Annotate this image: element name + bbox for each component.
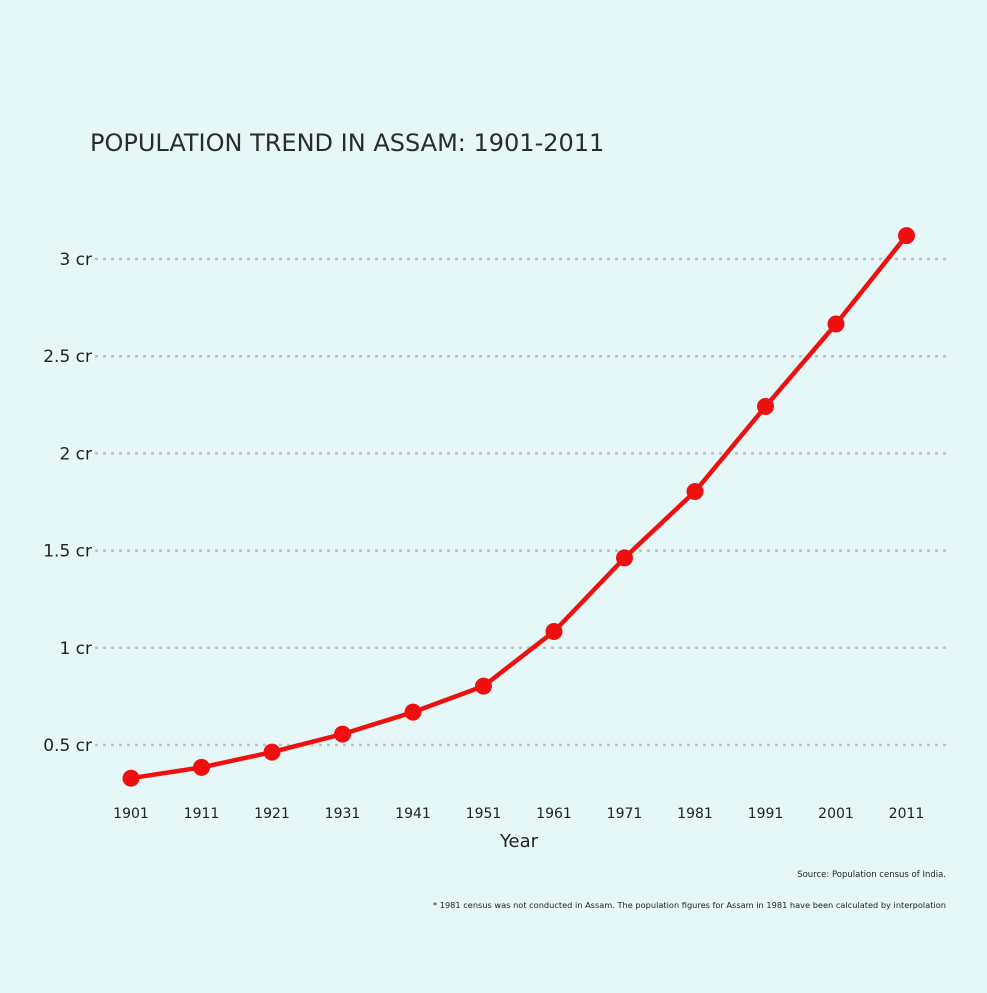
series-population	[122, 227, 915, 787]
y-tick-label-4: 2.5 cr	[43, 347, 92, 367]
y-tick-label-2: 1.5 cr	[43, 542, 92, 562]
x-tick-label-1951: 1951	[466, 806, 502, 822]
x-tick-label-1971: 1971	[607, 806, 643, 822]
data-point-2011[interactable]	[898, 227, 915, 245]
data-point-1941[interactable]	[404, 703, 422, 721]
x-tick-label-1981: 1981	[677, 806, 713, 822]
x-tick-label-1901: 1901	[113, 806, 149, 822]
data-point-1911[interactable]	[193, 758, 210, 776]
data-point-1951[interactable]	[475, 677, 492, 695]
x-tick-label-1991: 1991	[748, 806, 784, 822]
x-tick-label-2011: 2011	[889, 806, 925, 822]
series-line-0	[128, 233, 909, 781]
y-tick-label-1: 1 cr	[59, 639, 92, 659]
x-tick-label-1941: 1941	[395, 806, 431, 822]
data-point-1901[interactable]	[122, 769, 140, 787]
footnote: * 1981 census was not conducted in Assam…	[433, 901, 946, 910]
x-tick-label-1961: 1961	[536, 806, 572, 822]
y-tick-label-5: 3 cr	[59, 250, 92, 270]
data-point-1971[interactable]	[616, 549, 633, 567]
data-point-1991[interactable]	[757, 398, 774, 415]
y-axis: 0.5 cr 1 cr 1.5 cr 2 cr 2.5 cr 3 cr	[43, 250, 92, 756]
x-tick-label-2001: 2001	[818, 806, 854, 822]
x-axis-title: Year	[499, 831, 539, 852]
data-point-1921[interactable]	[263, 743, 281, 761]
chart-title: POPULATION TREND IN ASSAM: 1901-2011	[90, 129, 604, 157]
data-point-2001[interactable]	[827, 315, 845, 333]
x-axis: 1901 1911 1921 1931 1941 1951 1961 1971 1981 1991…	[113, 806, 924, 822]
y-tick-label-3: 2 cr	[59, 444, 92, 464]
x-tick-label-1931: 1931	[325, 806, 361, 822]
grid-lines	[95, 257, 946, 747]
source-note: Source: Population census of India.	[797, 870, 946, 880]
x-tick-label-1911: 1911	[184, 806, 220, 822]
data-point-1931[interactable]	[334, 725, 351, 743]
y-tick-label-0: 0.5 cr	[43, 736, 92, 756]
x-tick-label-1921: 1921	[254, 806, 290, 822]
data-point-1961[interactable]	[545, 623, 563, 640]
data-point-1981[interactable]	[686, 483, 704, 500]
